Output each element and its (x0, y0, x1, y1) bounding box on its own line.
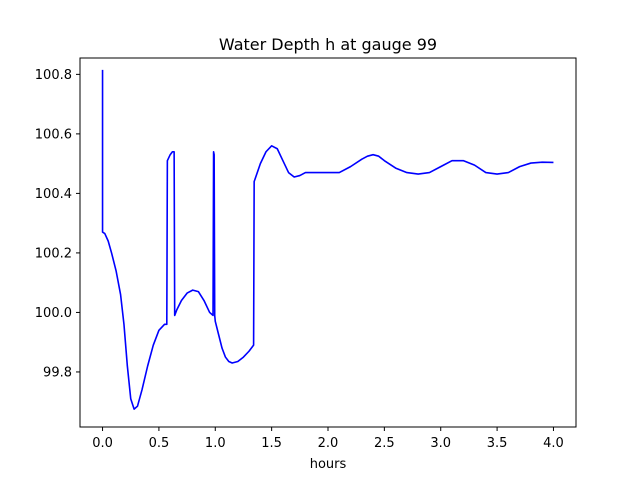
y-tick-label: 100.4 (35, 187, 72, 202)
x-tick-label: 0.5 (149, 436, 170, 451)
x-tick-label: 0.0 (92, 436, 113, 451)
y-tick-label: 100.2 (35, 246, 72, 261)
x-tick-label: 4.0 (543, 436, 564, 451)
chart-title: Water Depth h at gauge 99 (219, 35, 437, 54)
x-tick-label: 1.5 (261, 436, 282, 451)
y-tick-label: 99.8 (43, 365, 72, 380)
x-tick-label: 1.0 (205, 436, 226, 451)
y-tick-label: 100.8 (35, 68, 72, 83)
x-axis-ticks: 0.0 0.5 1.0 1.5 2.0 2.5 3.0 3.5 4.0 (92, 427, 564, 451)
x-axis-label: hours (310, 457, 347, 472)
plot-frame (79, 57, 577, 428)
y-axis-ticks: 99.8 100.0 100.2 100.4 100.6 100.8 (35, 68, 80, 380)
series-line-0 (101, 69, 554, 410)
x-tick-label: 3.5 (487, 436, 508, 451)
x-tick-label: 2.0 (318, 436, 339, 451)
x-tick-label: 3.0 (430, 436, 451, 451)
y-tick-label: 100.0 (35, 306, 72, 321)
x-tick-label: 2.5 (374, 436, 395, 451)
y-tick-label: 100.6 (35, 127, 72, 142)
plot-area (101, 69, 554, 410)
